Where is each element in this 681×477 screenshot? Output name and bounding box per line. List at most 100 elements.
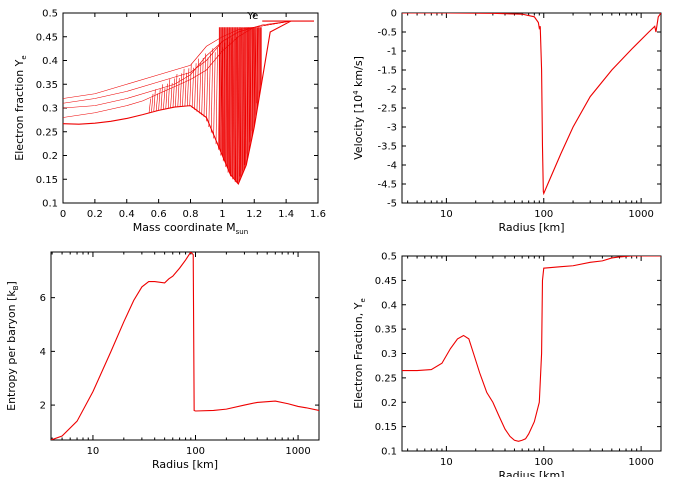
y-tick-label: 0.15	[36, 175, 58, 186]
x-tick-label: 10	[440, 457, 453, 468]
y-tick-label: 0.45	[36, 32, 58, 43]
y-axis-label-tail: km/s]	[352, 56, 365, 90]
chart-p3: 10 100 1000 2 4 6 Radius [km] Entropy per baryo…	[5, 251, 320, 471]
x-axis-label-text: Mass coordinate M	[133, 221, 236, 234]
evolution-curve	[158, 88, 161, 111]
evolution-curve	[196, 58, 199, 112]
y-tick-label: 0.2	[42, 151, 58, 162]
y-tick-label: 0.25	[36, 127, 58, 138]
plot-frame	[62, 12, 319, 204]
plot-frame	[50, 251, 320, 441]
x-axis-label: Radius [km]	[152, 458, 218, 471]
x-tick-label: 1	[219, 209, 225, 220]
y-tick-label: 0.4	[42, 56, 58, 67]
y-tick-label: -1	[387, 47, 397, 58]
series-group	[402, 256, 661, 442]
evolution-curve	[189, 63, 192, 107]
y-tick-label: 0.3	[42, 104, 58, 115]
evolution-curve	[184, 72, 187, 107]
x-axis-label: Radius [km]	[498, 469, 564, 477]
x-tick-label: 0	[60, 209, 66, 220]
y-axis-label: Electron Fraction, Ye	[352, 298, 367, 409]
y-tick-label: 0.1	[381, 447, 397, 458]
x-tick-label: 1000	[628, 209, 653, 220]
y-tick-label: -0.5	[377, 28, 397, 39]
series-line	[402, 13, 661, 196]
y-tick-label: 0.2	[381, 398, 397, 409]
evolution-curve	[201, 57, 204, 116]
y-tick-label: -3.5	[377, 142, 397, 153]
y-tick-label: 2	[40, 401, 46, 412]
x-tick-label: 100	[186, 446, 205, 457]
x-tick-label: 100	[534, 209, 553, 220]
y-tick-label: 0.25	[375, 373, 397, 384]
x-axis-label-sub: sun	[236, 228, 249, 236]
y-tick-label: 0.35	[375, 325, 397, 336]
evolution-curve	[206, 57, 209, 122]
x-tick-label: 1000	[285, 446, 310, 457]
series-group	[51, 252, 319, 440]
x-axis-label: Mass coordinate Msun	[133, 221, 248, 236]
y-tick-label: -4.5	[377, 180, 397, 191]
x-tick-label: 1.6	[310, 209, 326, 220]
evolution-curve	[172, 78, 175, 108]
evolution-curve	[165, 83, 168, 109]
series-group	[402, 13, 661, 196]
y-tick-label: 0	[391, 9, 397, 20]
y-tick-label: -3	[387, 123, 397, 134]
y-axis-label: Electron fraction Ye	[13, 55, 28, 160]
evolution-curve	[148, 98, 151, 113]
y-axis-label-sub: e	[20, 55, 28, 59]
y-axis-label-sup: 4	[352, 90, 360, 95]
x-tick-label: 0.8	[183, 209, 199, 220]
x-axis-label-text: Radius [km]	[498, 221, 564, 234]
x-tick-label: 0.6	[151, 209, 167, 220]
evolution-curve	[163, 88, 166, 110]
legend-label: Ye	[246, 11, 258, 22]
evolution-curve	[153, 89, 156, 112]
chart-p4: 10 100 1000 0.1 0.15 0.2 0.25 0.3 0.35 0.4 0.45 0.5…	[352, 252, 662, 477]
evolution-curve	[191, 67, 194, 109]
y-axis-label-text: Electron Fraction, Y	[352, 302, 365, 409]
evolution-curve	[177, 77, 180, 107]
y-tick-label: 0.15	[375, 422, 397, 433]
y-tick-label: 0.35	[36, 80, 58, 91]
evolution-curve	[194, 63, 197, 110]
y-axis-label-tail: ]	[5, 281, 18, 285]
y-tick-label: 0.5	[42, 9, 58, 20]
y-tick-label: 0.45	[375, 276, 397, 287]
x-tick-label: 100	[534, 457, 553, 468]
y-tick-label: -5	[387, 199, 397, 210]
y-axis-label-text: Entropy per baryon [k	[5, 290, 18, 411]
evolution-curve	[199, 62, 202, 114]
evolution-curve	[203, 53, 206, 117]
y-tick-label: 4	[40, 347, 46, 358]
x-tick-label: 10	[87, 446, 100, 457]
series-line	[63, 20, 292, 186]
evolution-curve	[213, 52, 216, 139]
evolution-curve	[215, 47, 218, 145]
evolution-curve	[175, 73, 178, 107]
y-tick-label: 0.4	[381, 300, 397, 311]
plot-frame	[401, 12, 662, 204]
y-tick-label: -1.5	[377, 66, 397, 77]
y-tick-label: 0.3	[381, 349, 397, 360]
chart-p1: 0 0.2 0.4 0.6 0.8 1 1.2 1.4 1.6 0.1 0.15 0.2 0.25 0.3…	[13, 9, 326, 237]
x-tick-label: 0.2	[87, 209, 103, 220]
series-line	[51, 252, 319, 440]
x-tick-label: 1.2	[246, 209, 262, 220]
y-tick-label: -2	[387, 85, 397, 96]
y-axis-label-sub: e	[359, 298, 367, 302]
evolution-curve	[210, 48, 214, 133]
x-axis-label-text: Radius [km]	[498, 469, 564, 477]
x-tick-label: 0.4	[119, 209, 135, 220]
y-axis-label-sub: B	[12, 285, 20, 290]
y-tick-label: 0.1	[42, 199, 58, 210]
evolution-curve	[155, 93, 159, 111]
evolution-curve	[167, 79, 171, 109]
y-axis-label-text: Electron fraction Y	[13, 59, 26, 160]
y-tick-label: -4	[387, 161, 397, 172]
series-line	[402, 256, 661, 442]
x-tick-label: 10	[440, 209, 453, 220]
